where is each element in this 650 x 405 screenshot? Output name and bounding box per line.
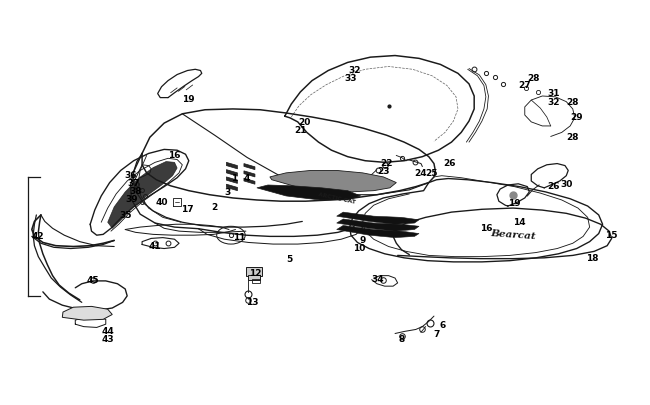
Text: 16: 16 xyxy=(480,223,492,232)
Polygon shape xyxy=(108,162,177,229)
Text: 1: 1 xyxy=(231,174,237,183)
Text: 38: 38 xyxy=(129,187,142,196)
Text: 23: 23 xyxy=(377,166,389,175)
Text: 15: 15 xyxy=(605,230,618,239)
Text: 28: 28 xyxy=(567,132,579,142)
Bar xyxy=(246,267,262,276)
Polygon shape xyxy=(62,307,112,320)
Text: 25: 25 xyxy=(425,169,437,178)
Text: 29: 29 xyxy=(570,113,583,121)
Text: 32: 32 xyxy=(547,98,560,107)
Text: 19: 19 xyxy=(508,199,521,208)
Bar xyxy=(252,279,260,283)
Bar xyxy=(248,275,260,280)
Text: 6: 6 xyxy=(440,320,446,329)
Text: 28: 28 xyxy=(528,74,540,83)
Text: 33: 33 xyxy=(344,74,358,83)
Text: 3: 3 xyxy=(225,188,231,197)
Polygon shape xyxy=(226,163,237,169)
Text: 37: 37 xyxy=(127,179,140,188)
Text: 32: 32 xyxy=(348,66,361,75)
Text: 14: 14 xyxy=(514,217,526,226)
Text: 27: 27 xyxy=(519,81,531,90)
Text: 40: 40 xyxy=(155,197,168,206)
Text: 43: 43 xyxy=(101,335,114,343)
Text: 12: 12 xyxy=(249,269,261,277)
Text: 19: 19 xyxy=(183,95,195,104)
Text: 8: 8 xyxy=(398,335,405,343)
Text: 9: 9 xyxy=(359,235,366,244)
Polygon shape xyxy=(226,185,237,191)
Text: 26: 26 xyxy=(547,181,560,190)
Text: 45: 45 xyxy=(86,275,99,284)
Text: Bearcat: Bearcat xyxy=(490,229,536,241)
Text: 41: 41 xyxy=(149,242,161,251)
Polygon shape xyxy=(244,164,255,170)
Text: 39: 39 xyxy=(125,195,138,204)
Text: 21: 21 xyxy=(294,126,307,134)
Text: 7: 7 xyxy=(434,329,440,338)
Text: 17: 17 xyxy=(181,204,194,213)
Text: 26: 26 xyxy=(443,158,456,167)
Text: 20: 20 xyxy=(298,118,311,127)
Text: 31: 31 xyxy=(547,89,560,98)
Text: 2: 2 xyxy=(212,202,218,211)
Polygon shape xyxy=(257,185,361,200)
Text: 44: 44 xyxy=(101,326,114,335)
Text: 13: 13 xyxy=(246,297,259,306)
Text: 42: 42 xyxy=(32,231,45,240)
Polygon shape xyxy=(337,220,419,232)
Text: 22: 22 xyxy=(380,158,393,167)
Polygon shape xyxy=(244,179,255,185)
Text: 5: 5 xyxy=(286,254,292,264)
Polygon shape xyxy=(244,171,255,177)
Polygon shape xyxy=(337,226,419,238)
Polygon shape xyxy=(226,170,237,177)
Polygon shape xyxy=(226,177,237,184)
Text: 4: 4 xyxy=(244,174,250,183)
Text: 10: 10 xyxy=(353,243,365,252)
Text: 36: 36 xyxy=(124,171,136,179)
Text: 18: 18 xyxy=(586,254,599,263)
Text: 28: 28 xyxy=(567,98,579,107)
Text: 30: 30 xyxy=(560,180,573,189)
Text: 11: 11 xyxy=(233,232,246,241)
Polygon shape xyxy=(337,213,419,225)
Text: ARCTIC CAT: ARCTIC CAT xyxy=(318,191,356,204)
Polygon shape xyxy=(270,171,396,192)
Text: 35: 35 xyxy=(119,211,131,220)
Text: 34: 34 xyxy=(372,274,385,283)
Text: 16: 16 xyxy=(168,150,181,159)
Text: 24: 24 xyxy=(415,169,427,178)
